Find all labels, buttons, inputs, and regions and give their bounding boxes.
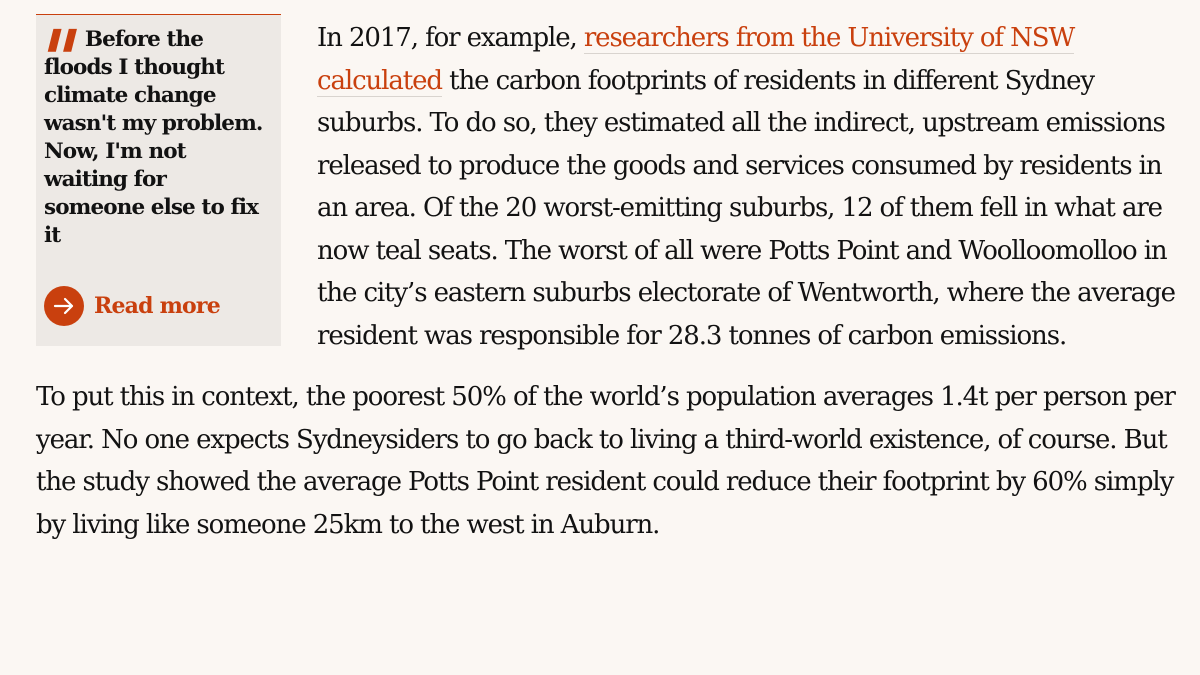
paragraph-2: To put this in context, the poorest 50% … bbox=[36, 382, 1176, 540]
arrow-right-icon bbox=[44, 286, 84, 326]
research-link[interactable]: researchers from the University of NSW c… bbox=[317, 23, 1075, 97]
paragraph-1-rest: the carbon footprints of residents in di… bbox=[317, 65, 1176, 351]
paragraph-1: In 2017, for example, researchers from t… bbox=[36, 0, 1186, 357]
pullquote-text: Before the floods I thought climate chan… bbox=[44, 27, 263, 248]
pullquote: ❚❚ Before the floods I thought climate ch… bbox=[44, 25, 271, 250]
article-body: ❚❚ Before the floods I thought climate ch… bbox=[36, 0, 1186, 546]
quote-marks-icon: ❚❚ bbox=[44, 26, 78, 52]
read-more-link[interactable]: Read more bbox=[44, 286, 271, 326]
pullquote-box: ❚❚ Before the floods I thought climate ch… bbox=[36, 14, 281, 346]
paragraph-1-lead: In 2017, for example, bbox=[317, 23, 584, 53]
read-more-label: Read more bbox=[94, 293, 221, 319]
